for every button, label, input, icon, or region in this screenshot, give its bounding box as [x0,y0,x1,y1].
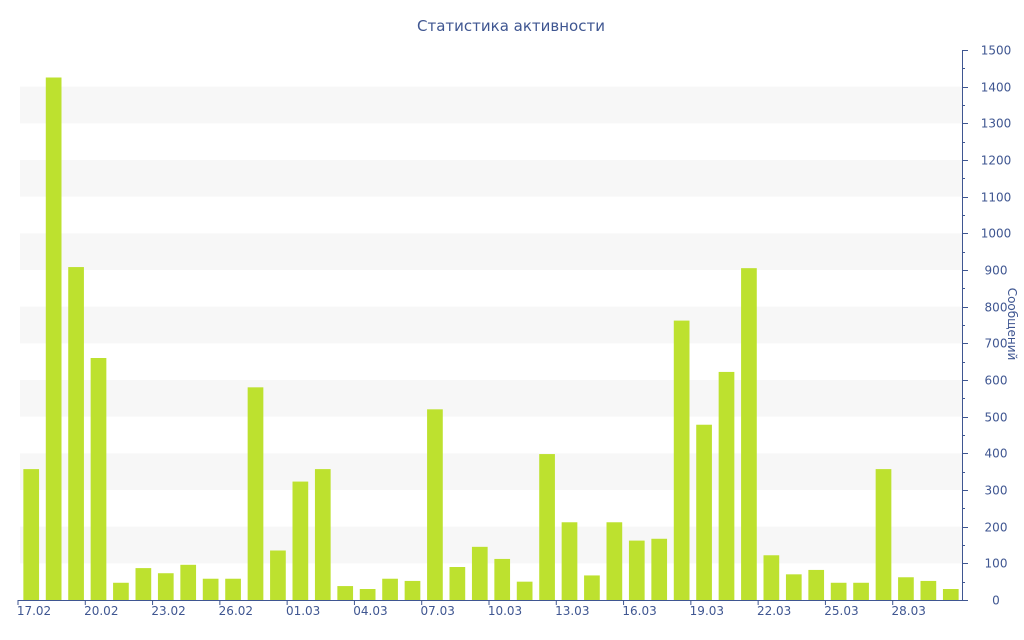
bar [539,454,555,600]
bar [270,550,286,600]
bar [673,320,690,600]
y-tick-label: 200 [985,521,1008,535]
x-tick-label: 25.03 [824,604,858,618]
bar [830,582,847,600]
bar [741,268,757,600]
bar [516,581,533,600]
x-tick-label: 10.03 [488,604,522,618]
y-tick-label: 1300 [981,117,1012,131]
x-tick-label: 16.03 [622,604,656,618]
bar [225,578,241,600]
bar [561,522,578,600]
y-tick-label: 500 [985,411,1008,425]
x-tick-label: 28.03 [892,604,926,618]
x-tick-label: 07.03 [421,604,455,618]
grid-band [20,453,962,490]
bar [875,469,892,600]
bar [404,580,421,600]
bar [427,409,443,600]
bar [68,267,84,600]
grid-band [20,526,962,564]
y-tick-label: 800 [985,301,1008,315]
bar [920,580,937,600]
x-tick-label: 20.02 [84,604,118,618]
bar [942,589,959,600]
bar [314,469,331,600]
bar [157,573,174,600]
bar [696,424,712,600]
bar [449,567,466,600]
y-tick-label: 300 [985,484,1008,498]
grid-band [20,160,962,197]
grid-band [20,380,962,417]
bar [651,538,668,600]
bar [471,546,488,600]
bar [785,574,802,600]
bar [763,555,780,600]
bar [718,371,735,600]
bar [292,481,309,600]
y-axis: 0 100 200 300 400 500 600 700 800 900 1000 1100 1200… [962,44,1011,608]
y-tick-label: 1200 [981,154,1012,168]
x-tick-label: 01.03 [286,604,320,618]
y-tick-label: 700 [985,337,1008,351]
bar [808,569,825,600]
x-axis: 17.02 20.02 23.02 26.02 01.03 04.03 07.03 10.03… [17,600,926,618]
y-tick-label: 600 [985,374,1008,388]
bar [113,582,129,600]
y-axis-title: Сообщений [1005,288,1019,361]
x-tick-label: 13.03 [555,604,589,618]
y-tick-label: 1400 [981,81,1012,95]
x-tick-label: 19.03 [690,604,724,618]
grid-band [20,86,962,124]
y-tick-label: 1500 [981,44,1012,58]
bar [337,586,354,600]
y-tick-label: 0 [992,594,1000,608]
bar [247,387,264,600]
bar [90,358,107,600]
y-tick-label: 100 [985,557,1008,571]
bar [898,577,914,600]
grid-band [20,233,962,270]
bar [23,469,40,600]
bar [359,589,376,600]
bar [135,568,152,600]
y-tick-label: 1100 [981,191,1012,205]
chart-title: Статистика активности [417,17,605,35]
bar [628,540,645,600]
bar [382,578,398,600]
y-tick-label: 1000 [981,227,1012,241]
x-tick-label: 04.03 [353,604,387,618]
y-tick-label: 900 [985,264,1008,278]
bar [45,77,62,600]
x-tick-label: 17.02 [17,604,51,618]
x-tick-label: 22.03 [757,604,791,618]
x-tick-label: 23.02 [151,604,185,618]
bar-series [23,77,959,600]
bar [494,558,511,600]
bar [202,578,219,600]
x-tick-label: 26.02 [219,604,253,618]
y-tick-label: 400 [985,447,1008,461]
grid-band [20,306,962,344]
bar [584,575,600,600]
bar [606,522,623,600]
bar [180,564,197,600]
bar [853,582,869,600]
grid-bands [20,86,962,564]
